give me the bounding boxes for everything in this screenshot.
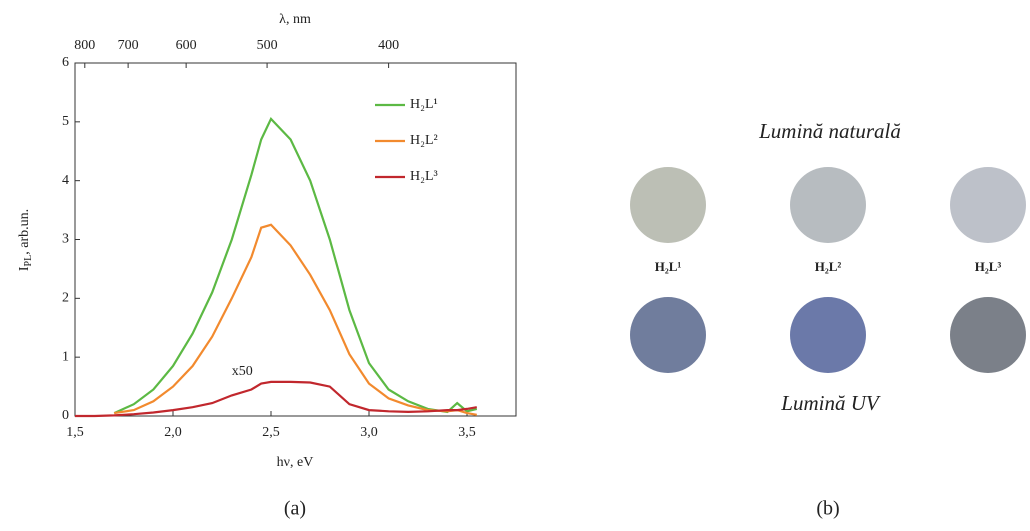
sample-disc [790, 297, 866, 373]
x2-tick-label: 400 [378, 38, 399, 53]
x2-axis-label: λ, nm [279, 12, 311, 27]
x-tick-label: 2,0 [164, 425, 182, 440]
series-line [114, 223, 477, 416]
natural-caption: Lumină naturală [758, 119, 901, 143]
annotation: x50 [232, 364, 253, 379]
series-line [113, 116, 478, 415]
caption-a: (a) [284, 498, 306, 520]
sample-label: H₂L³ [975, 259, 1002, 274]
legend-label: H₂L³ [410, 169, 438, 184]
y-tick-label: 4 [62, 173, 69, 188]
y-tick-label: 6 [62, 55, 69, 70]
x2-tick-label: 800 [74, 38, 95, 53]
sample-disc [950, 297, 1026, 373]
y-tick-label: 1 [62, 349, 69, 364]
y-tick-label: 5 [62, 114, 69, 129]
x2-tick-label: 600 [176, 38, 197, 53]
x-tick-label: 3,0 [360, 425, 378, 440]
uv-caption: Lumină UV [780, 391, 881, 415]
x-tick-label: 2,5 [262, 425, 280, 440]
x-tick-label: 3,5 [458, 425, 476, 440]
x-axis-label: hν, eV [277, 455, 314, 470]
sample-disc [630, 297, 706, 373]
caption-b: (b) [816, 498, 839, 520]
legend-label: H₂L² [410, 133, 438, 148]
sample-label: H₂L¹ [655, 259, 682, 274]
x2-tick-label: 500 [257, 38, 278, 53]
y-axis-label: IPL, arb.un. [17, 209, 34, 271]
sample-disc [790, 167, 866, 243]
y-tick-label: 3 [62, 232, 69, 247]
sample-label: H₂L² [815, 259, 842, 274]
y-tick-label: 2 [62, 291, 69, 306]
x2-tick-label: 700 [118, 38, 139, 53]
legend-label: H₂L¹ [410, 97, 438, 112]
sample-disc [950, 167, 1026, 243]
y-tick-label: 0 [62, 408, 69, 423]
series-line [75, 380, 477, 418]
plot-frame [74, 62, 517, 417]
sample-disc [630, 167, 706, 243]
x-tick-label: 1,5 [66, 425, 84, 440]
